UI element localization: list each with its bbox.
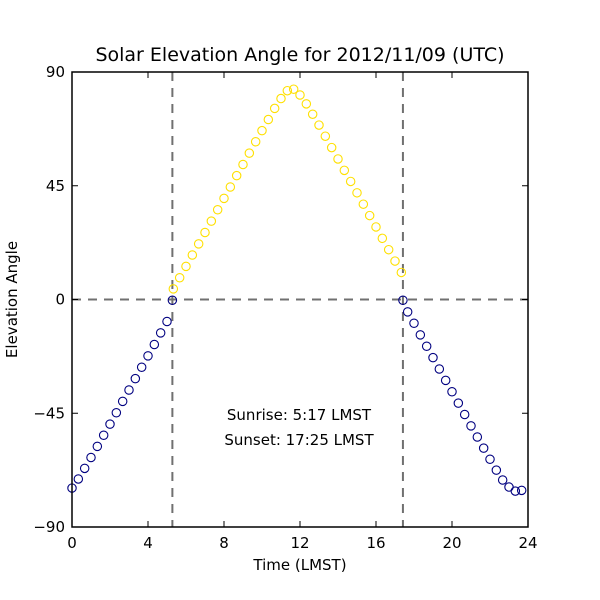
day-point (307, 109, 318, 119)
x-tick-label: 24 (518, 534, 537, 552)
day-point (301, 99, 312, 109)
x-tick-label: 20 (442, 534, 461, 552)
night-point (491, 465, 502, 475)
night-point (421, 341, 432, 352)
night-point (167, 295, 178, 306)
night-point (86, 452, 96, 463)
day-point (250, 137, 261, 147)
day-point (200, 227, 210, 238)
day-point (181, 261, 191, 272)
night-point (453, 398, 464, 408)
x-tick-label: 16 (366, 534, 385, 552)
sunset-annotation: Sunset: 17:25 LMST (224, 431, 374, 449)
night-point (117, 396, 128, 407)
day-point (282, 85, 293, 96)
night-point (111, 407, 122, 418)
x-tick-label: 0 (67, 534, 77, 552)
y-tick-label: 90 (46, 63, 65, 81)
night-point (447, 387, 457, 397)
night-point (434, 364, 445, 374)
day-point (352, 188, 362, 198)
night-point (136, 362, 147, 372)
y-tick-label: 0 (55, 291, 65, 309)
y-tick-label: −90 (33, 518, 65, 536)
night-point (466, 421, 476, 431)
day-point (257, 125, 267, 136)
day-point (193, 239, 204, 249)
night-point (105, 419, 115, 429)
day-point (390, 256, 400, 266)
day-point (174, 273, 185, 283)
night-point (130, 373, 141, 384)
day-point (269, 103, 280, 114)
night-point (440, 375, 451, 386)
night-point (402, 307, 413, 317)
plot-area (67, 72, 528, 527)
day-point (276, 93, 286, 104)
night-point (409, 318, 419, 329)
day-point (345, 176, 356, 187)
night-point (472, 432, 483, 442)
night-point (162, 316, 172, 327)
day-point (225, 182, 236, 192)
night-point (92, 441, 103, 452)
day-point (263, 114, 274, 125)
night-point (516, 485, 527, 496)
night-point (478, 443, 489, 453)
x-axis-label: Time (LMST) (252, 556, 346, 574)
x-tick-label: 12 (290, 534, 309, 552)
night-point (485, 454, 495, 465)
x-tick-label: 4 (143, 534, 153, 552)
night-point (428, 352, 438, 363)
day-point (326, 142, 337, 153)
x-tick-label: 8 (219, 534, 229, 552)
day-point (206, 216, 217, 226)
day-point (333, 154, 343, 164)
night-point (124, 385, 134, 395)
day-point (187, 250, 198, 260)
day-point (168, 284, 179, 294)
night-point (149, 339, 160, 350)
day-point (358, 199, 369, 209)
night-point (143, 351, 153, 361)
day-point (314, 120, 324, 130)
axis-ticks: 0 4 8 12 16 20 24 −90 −45 0 45 90 (33, 63, 537, 552)
y-axis-label: Elevation Angle (3, 241, 21, 358)
sunrise-annotation: Sunrise: 5:17 LMST (227, 406, 372, 424)
day-point (377, 233, 388, 244)
day-point (244, 148, 255, 158)
day-point (371, 222, 381, 232)
day-point (231, 170, 242, 181)
night-point (98, 430, 109, 440)
night-point (510, 486, 521, 496)
day-point (383, 244, 394, 255)
y-tick-label: 45 (46, 177, 65, 195)
day-point (364, 210, 375, 221)
night-point (79, 463, 90, 474)
day-point (320, 131, 331, 141)
night-point (497, 475, 508, 485)
day-point (212, 205, 223, 215)
day-point (339, 165, 350, 176)
day-point (238, 159, 248, 170)
day-point (219, 193, 229, 204)
day-point (288, 84, 299, 94)
y-tick-label: −45 (33, 404, 65, 422)
night-point (398, 295, 408, 306)
night-point (73, 474, 84, 484)
day-point (295, 90, 305, 100)
day-point (396, 267, 407, 278)
night-point (155, 328, 166, 338)
chart-title: Solar Elevation Angle for 2012/11/09 (UT… (95, 44, 504, 66)
night-point (415, 330, 426, 340)
night-point (459, 409, 470, 420)
